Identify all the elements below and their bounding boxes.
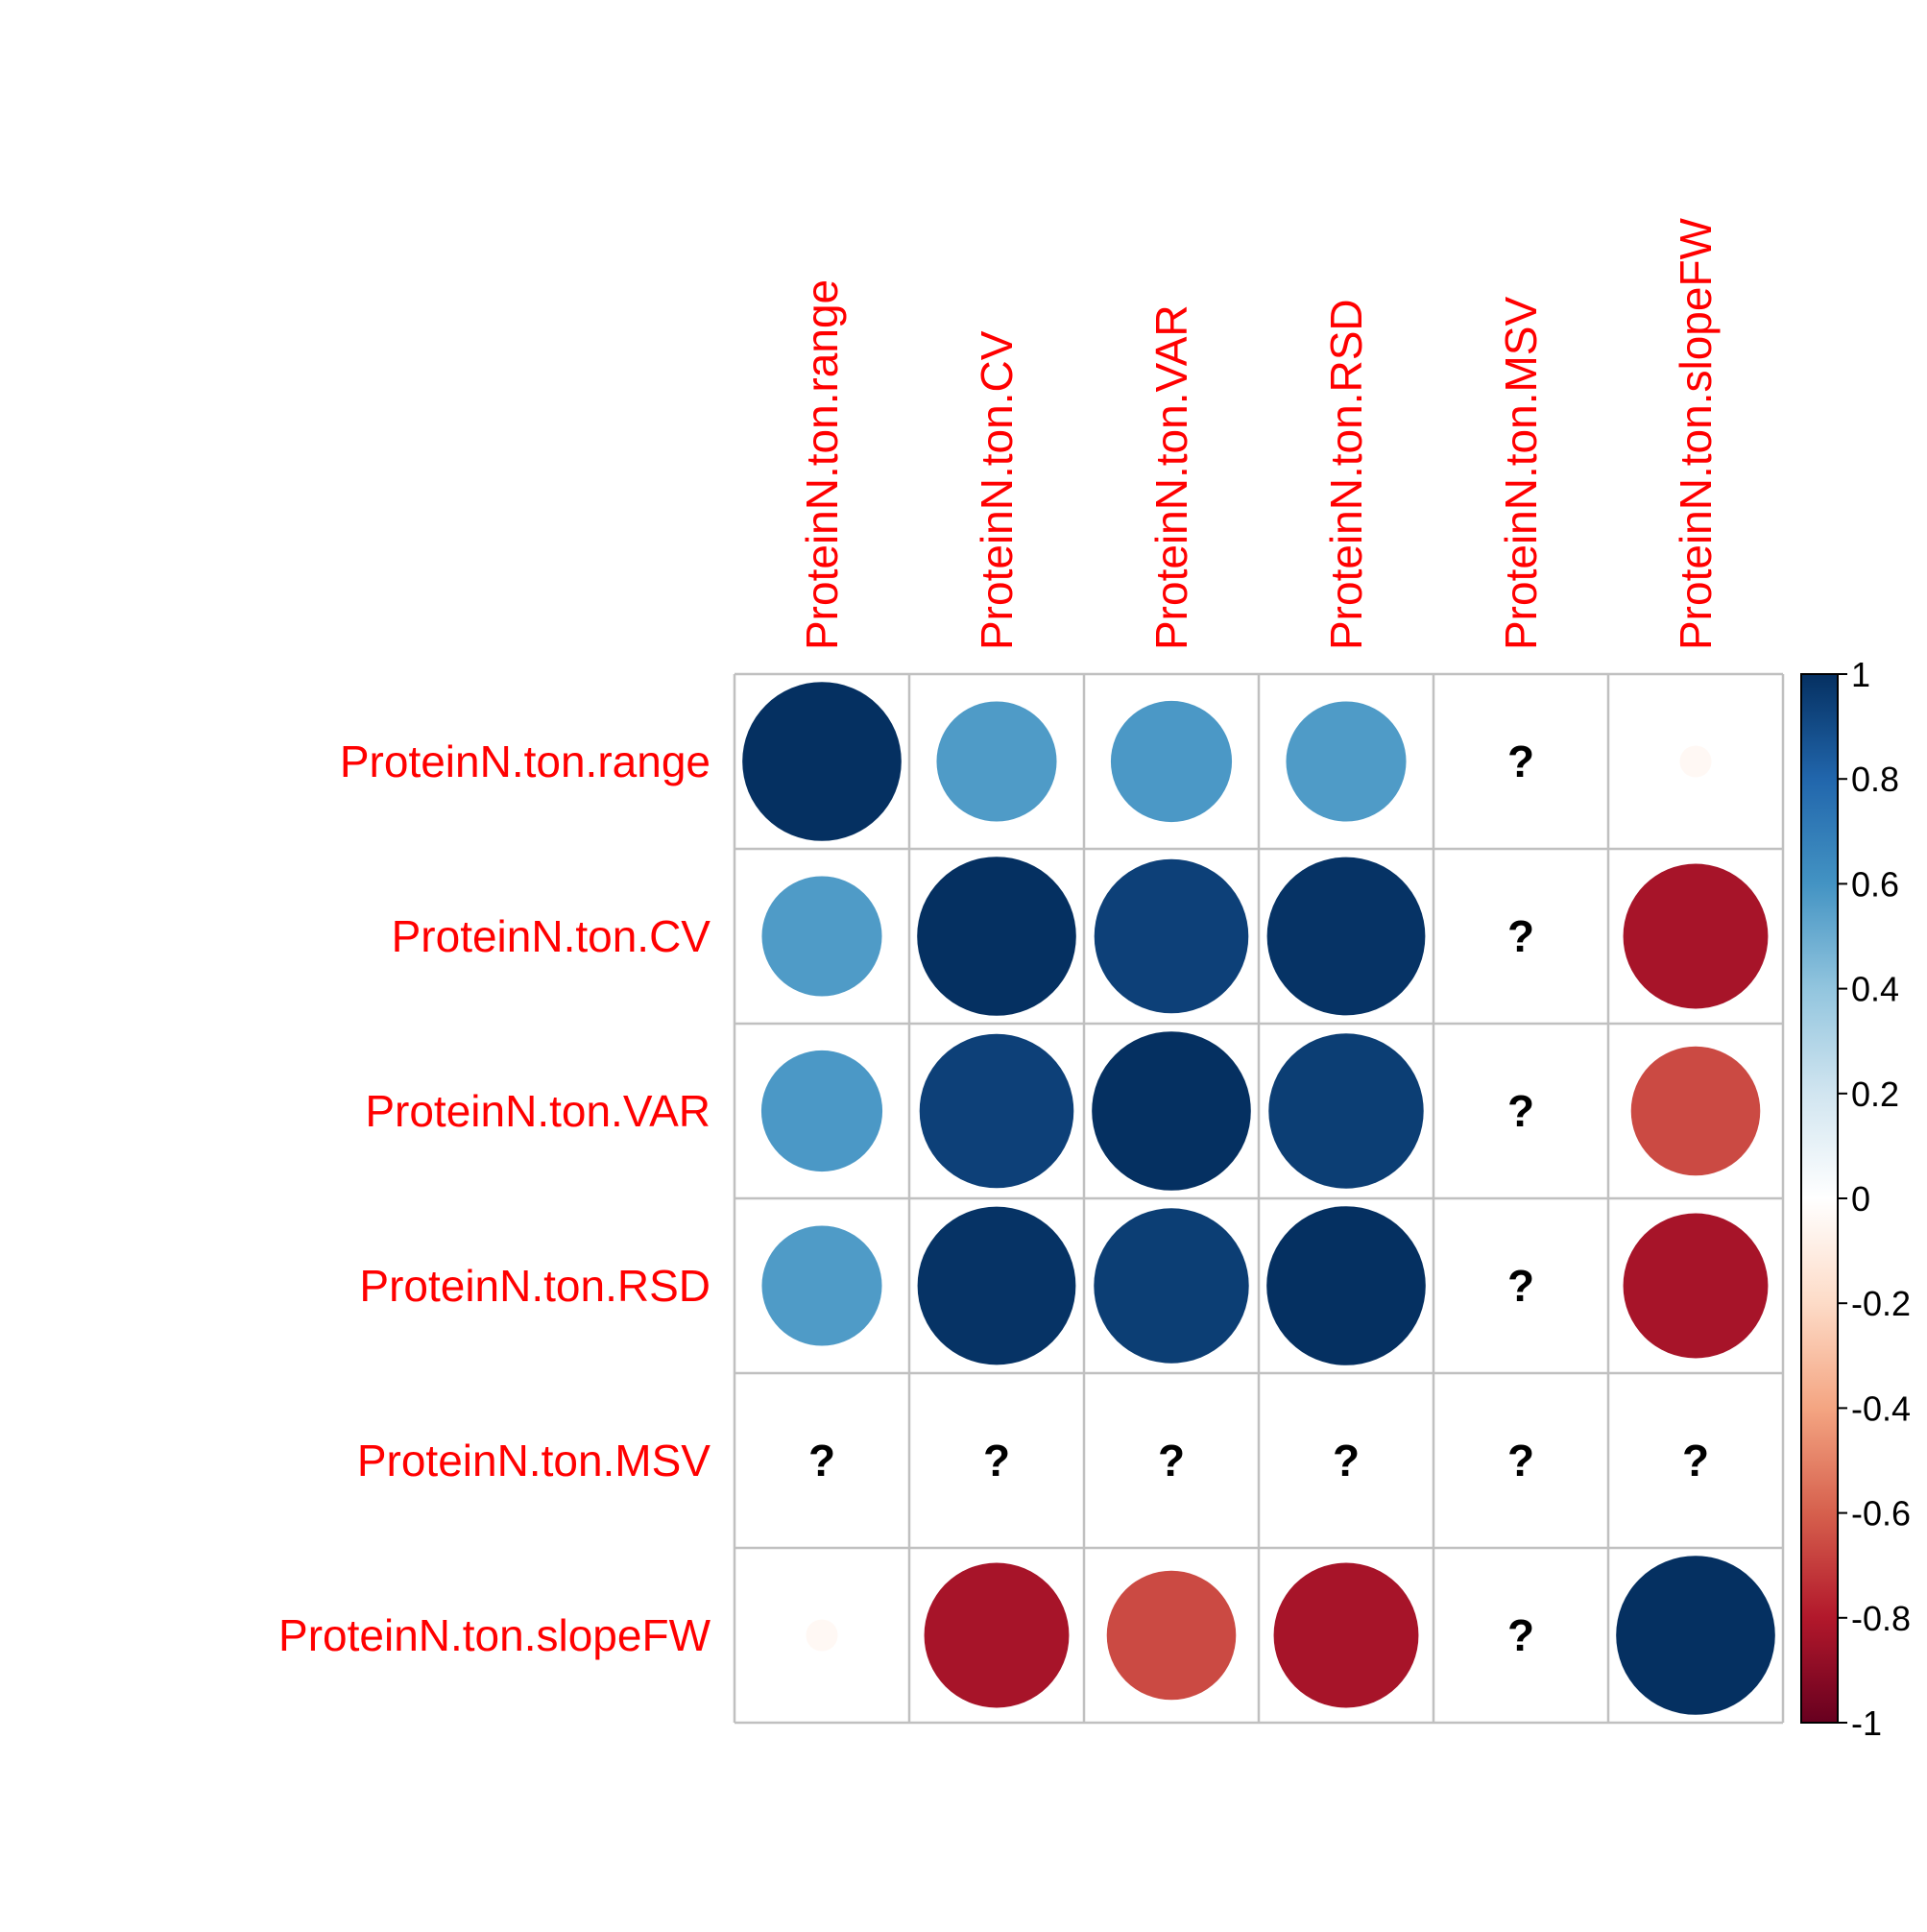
missing-value-marker: ? (1507, 737, 1534, 786)
correlation-circle (806, 1619, 838, 1652)
matrix-cells: ??????????? (742, 682, 1775, 1715)
correlation-circle (1630, 1046, 1761, 1176)
colorbar-tick-label: 0.2 (1851, 1075, 1899, 1114)
correlation-circle (1092, 1031, 1251, 1191)
correlation-circle (1623, 863, 1769, 1009)
colorbar-tick-label: -0.2 (1851, 1284, 1911, 1323)
correlation-circle (1273, 1562, 1419, 1708)
colorbar-tick-label: 0.4 (1851, 970, 1899, 1009)
column-label: ProteinN.ton.slopeFW (1671, 217, 1721, 650)
column-label: ProteinN.ton.CV (972, 330, 1022, 650)
colorbar: 1 0.8 0.6 0.4 0.2 0 -0.2 -0.4 -0.6 -0.8 -1 (1800, 655, 1911, 1743)
missing-value-marker: ? (808, 1436, 835, 1485)
missing-value-marker: ? (1158, 1436, 1185, 1485)
correlation-circle (1286, 701, 1407, 822)
correlation-circle (1679, 745, 1712, 778)
missing-value-marker: ? (1507, 1610, 1534, 1660)
correlation-circle (760, 1050, 883, 1172)
correlation-circle (919, 1033, 1074, 1189)
correlation-circle (936, 701, 1057, 822)
correlation-circle (761, 876, 882, 997)
missing-value-marker: ? (1507, 1436, 1534, 1485)
correlation-circle (917, 1206, 1076, 1365)
colorbar-tick-label: 0.8 (1851, 760, 1899, 799)
column-label: ProteinN.ton.range (797, 279, 847, 650)
row-label: ProteinN.ton.slopeFW (278, 1610, 711, 1660)
colorbar-tick-label: -1 (1851, 1703, 1882, 1743)
row-label: ProteinN.ton.MSV (357, 1436, 711, 1485)
correlation-circle (1106, 1570, 1237, 1701)
correlation-circle (1266, 1206, 1426, 1365)
missing-value-marker: ? (983, 1436, 1010, 1485)
missing-value-marker: ? (1507, 1261, 1534, 1311)
column-labels: ProteinN.ton.range ProteinN.ton.CV Protein… (797, 217, 1721, 650)
correlation-circle (761, 1225, 882, 1346)
correlation-circle (1094, 858, 1249, 1014)
column-label: ProteinN.ton.VAR (1146, 304, 1196, 650)
correlation-circle (1266, 857, 1426, 1016)
row-label: ProteinN.ton.CV (392, 911, 711, 961)
colorbar-tick-label: -0.4 (1851, 1389, 1911, 1428)
colorbar-tick-label: 0.6 (1851, 864, 1899, 904)
colorbar-tick-label: 1 (1851, 655, 1870, 694)
correlation-circle (1268, 1033, 1424, 1189)
missing-value-marker: ? (1682, 1436, 1709, 1485)
column-label: ProteinN.ton.RSD (1321, 299, 1371, 650)
missing-value-marker: ? (1507, 911, 1534, 961)
correlation-circle (924, 1562, 1070, 1708)
colorbar-tick-label: -0.8 (1851, 1599, 1911, 1638)
column-label: ProteinN.ton.MSV (1496, 297, 1546, 650)
row-label: ProteinN.ton.RSD (359, 1261, 711, 1311)
matrix-grid (733, 672, 1785, 1725)
row-labels: ProteinN.ton.range ProteinN.ton.CV Protein… (278, 737, 711, 1660)
correlation-circle (1110, 700, 1233, 823)
correlation-circle (1623, 1213, 1769, 1359)
correlation-circle (917, 857, 1076, 1016)
correlation-circle (742, 682, 902, 841)
correlation-circle (1094, 1208, 1249, 1364)
missing-value-marker: ? (1507, 1086, 1534, 1136)
correlation-circle (1616, 1556, 1775, 1715)
row-label: ProteinN.ton.VAR (365, 1086, 711, 1136)
row-label: ProteinN.ton.range (340, 737, 711, 786)
colorbar-tick-label: -0.6 (1851, 1494, 1911, 1534)
colorbar-gradient (1800, 673, 1839, 1724)
missing-value-marker: ? (1333, 1436, 1360, 1485)
colorbar-tick-label: 0 (1851, 1179, 1870, 1219)
